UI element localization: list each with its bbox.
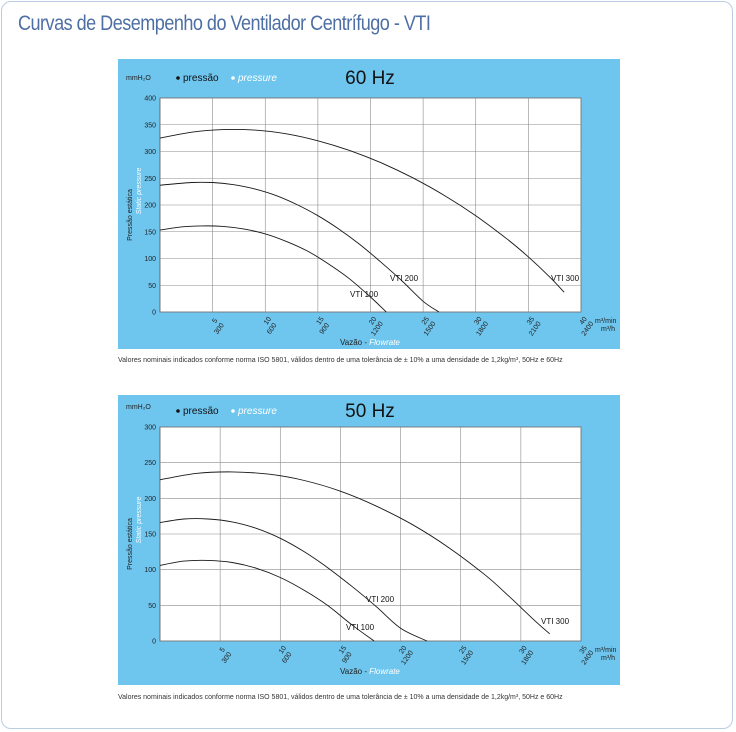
legend-dot-pressure (231, 76, 235, 80)
x-axis-title-en: Flowrate (369, 338, 400, 347)
x-unit-primary: m³/min (595, 647, 616, 654)
series-line-vti-300 (159, 471, 550, 635)
legend-pressure: pressure (237, 73, 277, 84)
y-tick-label: 150 (144, 229, 156, 236)
y-tick-label: 200 (144, 203, 156, 210)
y-tick-label: 50 (148, 603, 156, 610)
x-tick-label-primary: 30 (519, 645, 529, 655)
footnote-60hz: Valores nominais indicados conforme norm… (118, 357, 563, 364)
x-unit-primary: m³/min (595, 318, 616, 325)
x-tick-label-primary: 10 (278, 645, 288, 655)
series-line-vti-100 (159, 225, 387, 313)
y-tick-label: 0 (152, 639, 156, 646)
x-unit-secondary: m³/h (601, 326, 615, 333)
y-axis-title-pt: Pressão estática (127, 518, 134, 570)
y-tick-label: 100 (144, 256, 156, 263)
chart-title: 50 Hz (345, 401, 395, 422)
x-tick-label-primary: 15 (338, 645, 348, 655)
y-tick-label: 300 (144, 149, 156, 156)
footnote-50hz: Valores nominais indicados conforme norm… (118, 694, 563, 701)
x-axis-title: Vazão - Flowrate (340, 667, 400, 676)
series-label: VTI 200 (390, 274, 419, 283)
x-tick-label-primary: 15 (316, 316, 326, 326)
y-tick-label: 100 (144, 567, 156, 574)
y-unit: mmH₂O (126, 404, 151, 411)
series-label: VTI 300 (541, 617, 570, 626)
series-label: VTI 200 (366, 595, 395, 604)
series-label: VTI 300 (551, 274, 580, 283)
x-tick-label-primary: 40 (579, 316, 589, 326)
x-axis-title-en: Flowrate (369, 667, 400, 676)
x-tick-label-primary: 20 (398, 645, 408, 655)
y-tick-label: 300 (144, 425, 156, 432)
chart-title: 60 Hz (345, 68, 395, 89)
legend-pressure: pressure (237, 406, 277, 417)
x-tick-label-primary: 25 (458, 645, 468, 655)
y-tick-label: 150 (144, 532, 156, 539)
series-label: VTI 100 (350, 290, 379, 299)
x-tick-label-primary: 30 (473, 316, 483, 326)
series-line-vti-200 (159, 518, 428, 642)
x-tick-label-primary: 35 (579, 645, 589, 655)
y-tick-label: 200 (144, 496, 156, 503)
series-line-vti-300 (159, 128, 565, 293)
y-axis-title-en: Static pressure (136, 497, 143, 544)
series-line-vti-200 (159, 181, 440, 313)
x-tick-label-primary: 25 (421, 316, 431, 326)
y-tick-label: 50 (148, 283, 156, 290)
y-tick-label: 400 (144, 96, 156, 103)
page-title: Curvas de Desempenho do Ventilador Centr… (18, 12, 431, 35)
legend-dot-pressao (176, 409, 180, 413)
series-line-vti-100 (159, 559, 375, 642)
x-axis-title: Vazão - Flowrate (340, 338, 400, 347)
y-tick-label: 0 (152, 310, 156, 317)
x-axis-title-pt: Vazão - (340, 338, 369, 347)
series-label: VTI 100 (346, 623, 375, 632)
y-axis-title-en: Static pressure (136, 168, 143, 215)
y-tick-label: 350 (144, 122, 156, 129)
x-unit-secondary: m³/h (601, 655, 615, 662)
x-tick-label-primary: 20 (368, 316, 378, 326)
y-tick-label: 250 (144, 176, 156, 183)
x-tick-label-primary: 5 (211, 317, 219, 324)
x-axis-title-pt: Vazão - (340, 667, 369, 676)
x-tick-label-primary: 35 (526, 316, 536, 326)
x-tick-label-primary: 5 (219, 646, 227, 653)
y-unit: mmH₂O (126, 75, 151, 82)
y-axis-title-pt: Pressão estática (127, 189, 134, 241)
legend-pressao: pressão (183, 406, 219, 417)
legend-dot-pressure (231, 409, 235, 413)
x-tick-label-primary: 10 (263, 316, 273, 326)
y-tick-label: 250 (144, 460, 156, 467)
legend-pressao: pressão (183, 73, 219, 84)
legend-dot-pressao (176, 76, 180, 80)
